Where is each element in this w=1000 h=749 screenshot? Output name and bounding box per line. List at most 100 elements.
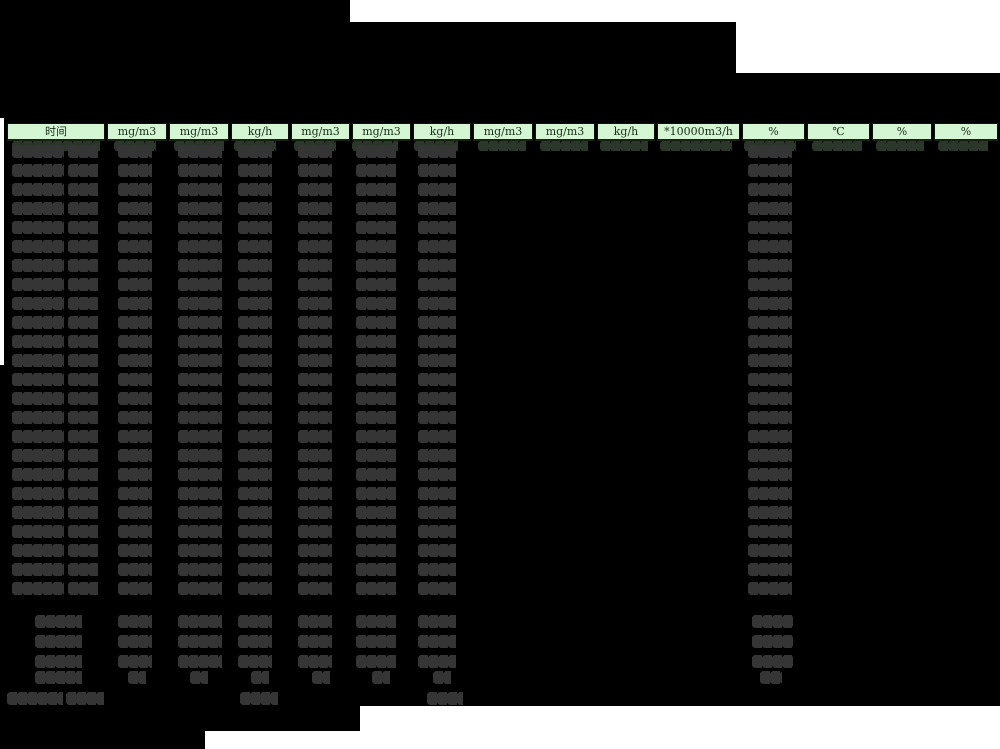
redacted-value-blob: [418, 487, 456, 500]
redacted-value-blob: [238, 221, 272, 234]
redacted-value-blob: [68, 297, 98, 310]
redacted-value-blob: [12, 430, 64, 443]
redacted-value-blob: [238, 449, 272, 462]
redacted-value-blob: [298, 164, 332, 177]
redacted-value-blob: [178, 145, 222, 158]
redacted-value-blob: [118, 655, 152, 668]
redacted-value-blob: [418, 468, 456, 481]
redacted-value-blob: [418, 582, 456, 595]
header-cell-unit-12: %: [742, 123, 805, 141]
redacted-value-blob: [68, 449, 98, 462]
redacted-value-blob: [418, 202, 456, 215]
redacted-value-blob: [760, 671, 782, 684]
redacted-value-blob: [748, 278, 792, 291]
redacted-value-blob: [298, 335, 332, 348]
redacted-value-blob: [752, 615, 793, 628]
redacted-value-blob: [418, 449, 456, 462]
white-area-bottom-right: [360, 706, 1000, 749]
redacted-value-blob: [238, 525, 272, 538]
redacted-value-blob: [433, 671, 451, 684]
redacted-value-blob: [356, 240, 396, 253]
redacted-value-blob: [418, 563, 456, 576]
redacted-value-blob: [178, 240, 222, 253]
header-cell-unit-2: mg/m3: [107, 123, 167, 141]
redacted-value-blob: [118, 468, 152, 481]
redacted-value-blob: [178, 430, 222, 443]
header-cell-unit-8: mg/m3: [473, 123, 533, 141]
redacted-value-blob: [418, 335, 456, 348]
redacted-value-blob: [118, 164, 152, 177]
redacted-value-blob: [68, 487, 98, 500]
redacted-value-blob: [12, 316, 64, 329]
redacted-value-blob: [748, 183, 792, 196]
redacted-value-blob: [238, 635, 272, 648]
redacted-value-blob: [418, 259, 456, 272]
redacted-value-blob: [68, 430, 98, 443]
white-step-bottom: [205, 731, 360, 749]
redacted-value-blob: [68, 335, 98, 348]
redacted-value-blob: [356, 582, 396, 595]
redacted-value-blob: [238, 615, 272, 628]
redacted-value-blob: [12, 525, 64, 538]
redacted-value-blob: [298, 449, 332, 462]
redacted-value-blob: [12, 183, 64, 196]
redacted-value-blob: [298, 525, 332, 538]
header-cell-unit-4: kg/h: [231, 123, 289, 141]
redacted-value-blob: [68, 240, 98, 253]
redacted-value-blob: [748, 468, 792, 481]
redacted-value-blob: [418, 316, 456, 329]
redacted-value-blob: [356, 635, 396, 648]
redacted-value-blob: [118, 525, 152, 538]
redacted-value-blob: [238, 430, 272, 443]
redacted-value-blob: [298, 563, 332, 576]
redacted-value-blob: [118, 259, 152, 272]
redacted-value-blob: [178, 563, 222, 576]
redacted-value-blob: [298, 297, 332, 310]
redacted-value-blob: [238, 316, 272, 329]
redacted-value-blob: [118, 544, 152, 557]
redacted-value-blob: [238, 183, 272, 196]
redacted-value-blob: [356, 373, 396, 386]
redacted-value-blob: [356, 145, 396, 158]
redacted-value-blob: [238, 655, 272, 668]
redacted-value-blob: [238, 354, 272, 367]
redacted-value-blob: [418, 506, 456, 519]
redacted-value-blob: [748, 221, 792, 234]
redacted-value-blob: [178, 655, 222, 668]
redacted-value-blob: [356, 411, 396, 424]
redacted-value-blob: [238, 202, 272, 215]
redacted-value-blob: [540, 141, 588, 151]
redacted-value-blob: [418, 392, 456, 405]
redacted-value-blob: [418, 544, 456, 557]
redacted-value-blob: [356, 335, 396, 348]
header-cell-unit-13: ℃: [807, 123, 870, 141]
redacted-value-blob: [178, 373, 222, 386]
redacted-value-blob: [118, 335, 152, 348]
redacted-value-blob: [68, 582, 98, 595]
header-cell-unit-10: kg/h: [597, 123, 655, 141]
redacted-value-blob: [12, 240, 64, 253]
header-cell-unit-9: mg/m3: [535, 123, 595, 141]
redacted-value-blob: [12, 335, 64, 348]
redacted-value-blob: [418, 221, 456, 234]
redacted-value-blob: [748, 373, 792, 386]
redacted-value-blob: [238, 582, 272, 595]
redacted-value-blob: [356, 354, 396, 367]
redacted-value-blob: [812, 141, 862, 151]
redacted-value-blob: [12, 164, 64, 177]
redacted-value-blob: [251, 671, 269, 684]
redacted-value-blob: [298, 582, 332, 595]
redacted-value-blob: [356, 259, 396, 272]
redacted-value-blob: [356, 278, 396, 291]
redacted-value-blob: [68, 392, 98, 405]
redacted-value-blob: [748, 202, 792, 215]
redacted-value-blob: [12, 354, 64, 367]
redacted-value-blob: [298, 635, 332, 648]
redacted-value-blob: [298, 411, 332, 424]
redacted-value-blob: [12, 468, 64, 481]
redacted-value-blob: [35, 655, 82, 668]
redacted-value-blob: [118, 506, 152, 519]
redacted-value-blob: [938, 141, 988, 151]
redacted-value-blob: [68, 145, 98, 158]
white-strip-top: [350, 0, 1000, 22]
